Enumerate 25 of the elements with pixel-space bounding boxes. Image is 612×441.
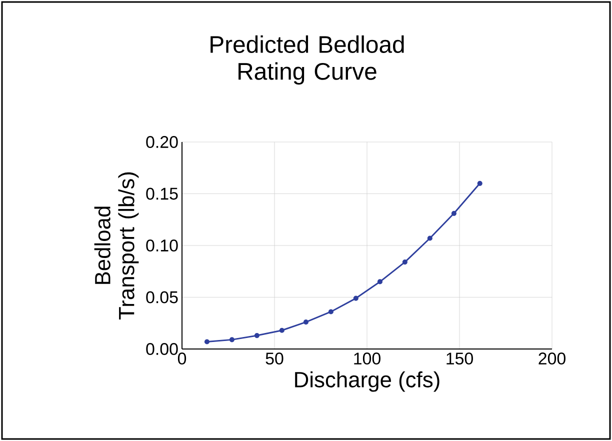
y-tick-label: 0.10 [146, 240, 178, 252]
y-tick-label: 0.15 [146, 188, 178, 200]
x-axis-title: Discharge (cfs) [295, 371, 440, 392]
point [229, 337, 234, 342]
point [353, 296, 358, 301]
chart-title: Predicted Bedload Rating Curve [210, 35, 404, 85]
point [328, 309, 334, 314]
x-tick-label: 150 [446, 352, 473, 365]
x-tick-label: 0 [178, 352, 186, 365]
point [451, 210, 456, 216]
y-tick-label: 0.20 [146, 136, 178, 148]
x-tick-label: 100 [354, 352, 380, 365]
x-tick-label: 50 [266, 352, 284, 365]
point [279, 328, 284, 333]
y-tick-label: 0.00 [146, 343, 178, 355]
point [427, 236, 432, 241]
y-tick-label: 0.05 [146, 291, 178, 304]
point [204, 339, 210, 344]
point [477, 180, 482, 186]
x-tick-label: 200 [538, 352, 566, 365]
point [402, 260, 408, 265]
point [303, 320, 308, 325]
point [254, 333, 260, 338]
y-axis-title: Bedload Transport (lb/s) [94, 172, 139, 320]
point [377, 279, 382, 284]
